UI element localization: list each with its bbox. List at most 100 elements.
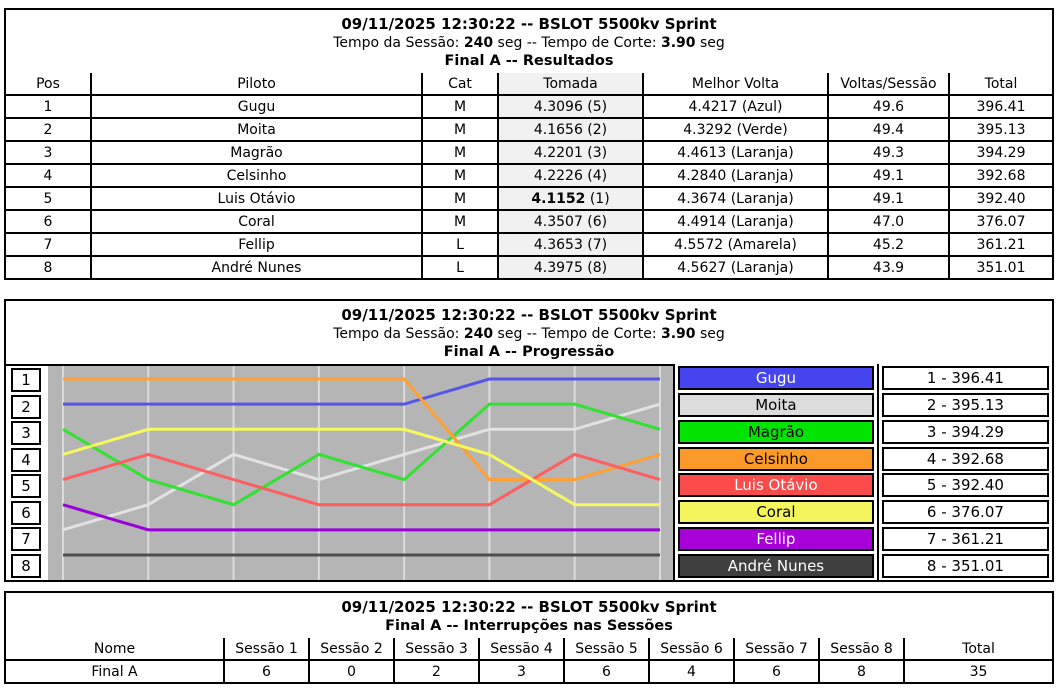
cell-voltas-sessao: 45.2 (827, 232, 950, 257)
legend-name-box: Celsinho (678, 446, 874, 471)
cell-melhor-volta: 4.5572 (Amarela) (642, 232, 829, 257)
cell-tomada: 4.3653 (7) (497, 232, 644, 257)
cell-voltas-sessao: 49.4 (827, 117, 950, 142)
legend-name-box: Moita (678, 392, 874, 417)
session-subtitle: Tempo da Sessão: 240 seg -- Tempo de Cor… (6, 34, 1052, 52)
position-box-8: 8 (11, 553, 41, 578)
cell-voltas-sessao: 49.1 (827, 163, 950, 188)
series-line-Gugu (63, 377, 660, 406)
legend-name-box: Coral (678, 500, 874, 525)
cell-cat: L (421, 255, 499, 279)
interruptions-header-row: Nome Sessão 1 Sessão 2 Sessão 3 Sessão 4 Sess… (5, 637, 1053, 661)
cell-total: 361.21 (948, 232, 1053, 257)
cell-piloto: Magrão (90, 140, 423, 165)
results-panel: 09/11/2025 12:30:22 -- BSLOT 5500kv Spri… (4, 8, 1054, 280)
cell-cat: M (421, 140, 499, 165)
cell-tomada: 4.2201 (3) (497, 140, 644, 165)
cell-pos: 7 (5, 232, 92, 257)
cell-cat: M (421, 163, 499, 188)
col-header-voltas-sessao: Voltas/Sessão (827, 72, 950, 96)
result-row: 5 Luis Otávio M 4.1152 (1) 4.3674 (Laranja) 4… (5, 186, 1053, 211)
cell-melhor-volta: 4.4613 (Laranja) (642, 140, 829, 165)
cell-total: 396.41 (948, 94, 1053, 119)
cell-cat: M (421, 94, 499, 119)
interruptions-title-block: 09/11/2025 12:30:22 -- BSLOT 5500kv Spri… (6, 593, 1052, 638)
cell-melhor-volta: 4.2840 (Laranja) (642, 163, 829, 188)
legend-names-column: Gugu Moita Magrão Celsinho Luis Otávio Coral F… (675, 364, 879, 580)
corte-value: 3.90 (660, 326, 696, 342)
legend-name-box: Luis Otávio (678, 473, 874, 498)
cell-tomada: 4.2226 (4) (497, 163, 644, 188)
cell-melhor-volta: 4.5627 (Laranja) (642, 255, 829, 279)
interruptions-table: Nome Sessão 1 Sessão 2 Sessão 3 Sessão 4 Sess… (5, 637, 1053, 683)
legend-total-box: 6 - 376.07 (881, 500, 1049, 525)
interruptions-panel: 09/11/2025 12:30:22 -- BSLOT 5500kv Spri… (4, 591, 1054, 684)
int-col-header-6: Sessão 6 (648, 637, 735, 661)
cell-total: 351.01 (948, 255, 1053, 279)
col-header-pos: Pos (5, 72, 92, 96)
result-row: 1 Gugu M 4.3096 (5) 4.4217 (Azul) 49.6 396.41 (5, 94, 1053, 119)
int-col-header-3: Sessão 3 (393, 637, 480, 661)
cell-tomada: 4.3507 (6) (497, 209, 644, 234)
section-title-resultados: Final A -- Resultados (444, 53, 614, 69)
legend-totals-column: 1 - 396.41 2 - 395.13 3 - 394.29 4 - 392.68… (879, 364, 1052, 580)
cell-melhor-volta: 4.4217 (Azul) (642, 94, 829, 119)
result-row: 3 Magrão M 4.2201 (3) 4.4613 (Laranja) 49.3 39… (5, 140, 1053, 165)
cell-cat: L (421, 232, 499, 257)
cell-piloto: Fellip (90, 232, 423, 257)
cell-total: 392.68 (948, 163, 1053, 188)
corte-value: 3.90 (660, 35, 696, 51)
cell-pos: 1 (5, 94, 92, 119)
chart-background (48, 366, 673, 580)
cell-tomada: 4.1152 (1) (497, 186, 644, 211)
cell-melhor-volta: 4.3292 (Verde) (642, 117, 829, 142)
corte-label: seg -- Tempo de Corte: (493, 35, 661, 51)
col-header-cat: Cat (421, 72, 499, 96)
cell-piloto: André Nunes (90, 255, 423, 279)
series-line-Fellip (62, 503, 660, 532)
int-col-header-7: Sessão 7 (733, 637, 820, 661)
legend-total-box: 2 - 395.13 (881, 392, 1049, 417)
int-cell-7: 6 (733, 659, 820, 683)
int-cell-9: 35 (903, 659, 1053, 683)
cell-cat: M (421, 186, 499, 211)
series-line-Luis Otávio (62, 452, 661, 507)
result-row: 8 André Nunes L 4.3975 (8) 4.5627 (Laranja) 4… (5, 255, 1053, 279)
position-box-2: 2 (11, 394, 41, 419)
position-box-4: 4 (11, 447, 41, 472)
legend-name-box: Fellip (678, 527, 874, 552)
session-title: 09/11/2025 12:30:22 -- BSLOT 5500kv Spri… (341, 15, 717, 33)
int-col-header-1: Sessão 1 (223, 637, 310, 661)
legend-name-box: Magrão (678, 419, 874, 444)
progression-panel: 09/11/2025 12:30:22 -- BSLOT 5500kv Spri… (4, 299, 1054, 582)
cell-melhor-volta: 4.4914 (Laranja) (642, 209, 829, 234)
int-cell-2: 0 (308, 659, 395, 683)
cell-pos: 3 (5, 140, 92, 165)
int-cell-4: 3 (478, 659, 565, 683)
cell-piloto: Moita (90, 117, 423, 142)
section-title-progressao: Final A -- Progressão (443, 344, 615, 360)
result-row: 6 Coral M 4.3507 (6) 4.4914 (Laranja) 47.0 376… (5, 209, 1053, 234)
int-cell-6: 4 (648, 659, 735, 683)
int-cell-1: 6 (223, 659, 310, 683)
int-col-header-4: Sessão 4 (478, 637, 565, 661)
cell-voltas-sessao: 47.0 (827, 209, 950, 234)
int-col-header-0: Nome (5, 637, 225, 661)
legend-name-box: Gugu (678, 366, 874, 390)
cell-pos: 6 (5, 209, 92, 234)
results-table: Pos Piloto Cat Tomada Melhor Volta Volta… (5, 72, 1053, 279)
int-cell-3: 2 (393, 659, 480, 683)
int-col-header-2: Sessão 2 (308, 637, 395, 661)
progress-chart (48, 366, 673, 580)
position-box-3: 3 (11, 421, 41, 446)
tempo-value: 240 (463, 326, 494, 342)
results-body: 1 Gugu M 4.3096 (5) 4.4217 (Azul) 49.6 396.41 2… (5, 94, 1053, 279)
cell-total: 376.07 (948, 209, 1053, 234)
series-line-Celsinho (63, 377, 661, 482)
section-title-interrupcoes: Final A -- Interrupções nas Sessões (385, 618, 673, 634)
col-header-melhor-volta: Melhor Volta (642, 72, 829, 96)
cell-pos: 8 (5, 255, 92, 279)
legend-name-box: André Nunes (678, 553, 874, 578)
